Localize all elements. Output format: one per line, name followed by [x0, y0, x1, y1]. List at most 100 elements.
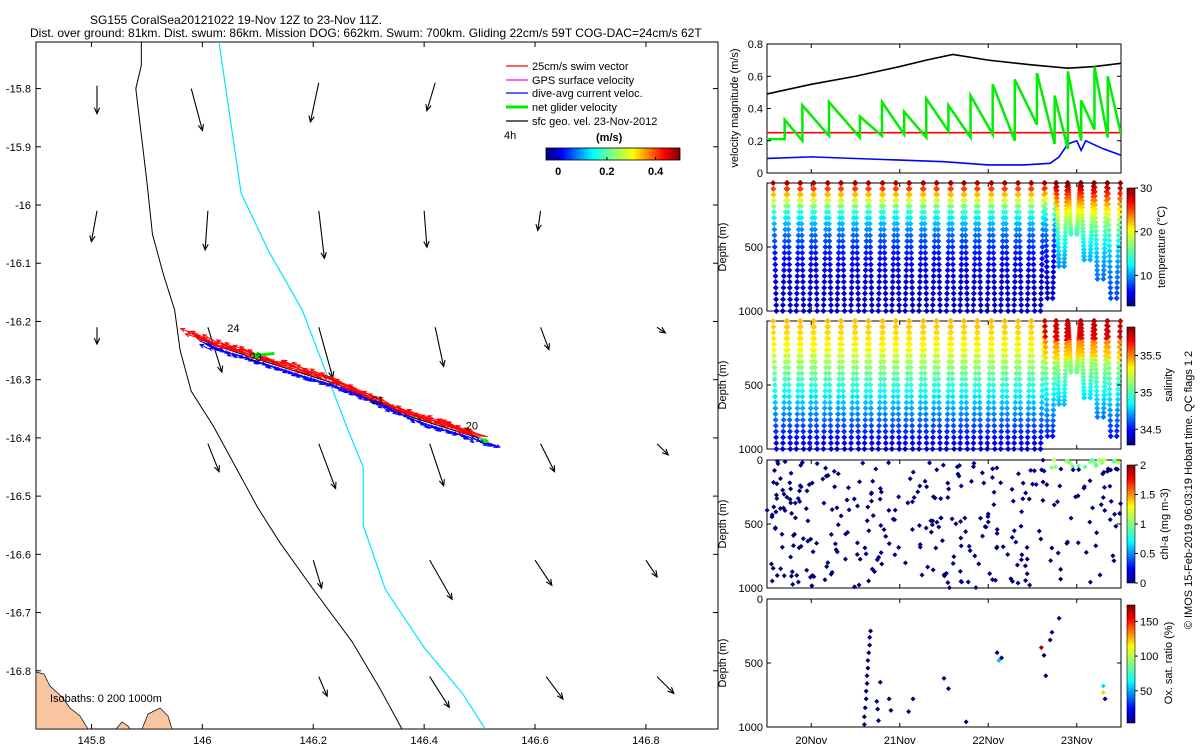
profile-point	[1101, 249, 1108, 256]
profile-point	[945, 255, 952, 262]
chl-point	[1018, 523, 1024, 529]
profile-point	[782, 226, 789, 233]
profile-point	[1088, 373, 1095, 380]
chl-point	[892, 552, 898, 558]
profile-point	[794, 399, 801, 406]
profile-point	[931, 226, 938, 233]
profile-point	[1050, 258, 1057, 265]
profile-point	[1002, 191, 1009, 198]
profile-point	[1013, 226, 1020, 233]
profile-point	[989, 329, 996, 336]
profile-point	[1038, 428, 1045, 435]
profile-point	[1055, 386, 1062, 393]
profile-point	[880, 191, 887, 198]
profile-point	[949, 382, 956, 388]
profile-point	[908, 249, 915, 256]
chl-point	[845, 485, 851, 491]
profile-point	[795, 226, 802, 233]
profile-point	[838, 191, 845, 198]
profile-point	[880, 335, 887, 342]
geostrophic-vector	[656, 326, 667, 334]
profile-point	[998, 405, 1005, 412]
chl-point	[886, 541, 892, 547]
profile-point	[997, 440, 1004, 447]
profile-point	[825, 352, 832, 359]
day-label-23: 23	[249, 352, 261, 364]
profile-point	[894, 382, 901, 388]
profile-point	[1087, 253, 1094, 260]
profile-point	[834, 422, 841, 429]
profile-point	[1015, 341, 1022, 348]
profile-point	[867, 393, 874, 400]
profile-point	[1028, 318, 1035, 324]
profile-point	[1053, 321, 1060, 328]
profile-point	[1055, 393, 1062, 400]
profile-point	[1055, 236, 1062, 243]
profile-point	[971, 273, 978, 280]
profile-point	[989, 358, 996, 365]
profile-point	[958, 411, 965, 418]
profile-point	[799, 261, 806, 268]
profile-point	[989, 214, 996, 221]
y-tick-label: 500	[745, 519, 763, 531]
profile-point	[862, 255, 869, 262]
profile-point	[1093, 383, 1100, 390]
oxygen-point	[863, 688, 869, 694]
profile-point	[1030, 273, 1037, 280]
profile-point	[1116, 195, 1123, 202]
profile-point	[908, 411, 915, 418]
profile-point	[827, 267, 834, 274]
profile-point	[1029, 352, 1036, 359]
profile-point	[1093, 379, 1100, 386]
profile-point	[841, 296, 848, 303]
chl-point	[910, 469, 916, 475]
profile-point	[1011, 446, 1018, 452]
profile-point	[1012, 393, 1019, 400]
profile-point	[839, 370, 846, 377]
profile-point	[944, 267, 951, 274]
chl-point	[911, 495, 917, 501]
profile-point	[1050, 407, 1057, 414]
profile-point	[840, 411, 847, 418]
profile-point	[922, 238, 929, 245]
profile-point	[1004, 405, 1011, 412]
chl-point	[788, 500, 794, 506]
profile-point	[771, 232, 778, 239]
profile-point	[920, 318, 927, 324]
profile-point	[880, 185, 887, 192]
profile-point	[828, 308, 835, 314]
profile-point	[854, 249, 861, 256]
profile-point	[1002, 352, 1009, 359]
profile-point	[974, 180, 981, 186]
profile-point	[786, 393, 793, 400]
profile-point	[808, 244, 815, 250]
profile-point	[1087, 380, 1094, 387]
profile-point	[991, 422, 998, 429]
profile-point	[861, 302, 868, 309]
profile-point	[772, 411, 779, 418]
profile-point	[784, 197, 791, 204]
profile-point	[795, 370, 802, 377]
profile-point	[1039, 232, 1046, 239]
profile-point	[1028, 323, 1035, 330]
profile-point	[1042, 190, 1049, 197]
profile-point	[971, 399, 978, 406]
chl-point	[1100, 471, 1106, 477]
profile-point	[908, 405, 915, 412]
profile-point	[881, 387, 888, 394]
profile-point	[962, 214, 969, 221]
profile-point	[991, 284, 998, 291]
profile-point	[951, 446, 958, 452]
profile-point	[1091, 180, 1098, 186]
profile-point	[907, 352, 914, 359]
chl-point	[787, 496, 793, 502]
profile-point	[807, 411, 814, 418]
profile-point	[1079, 363, 1086, 370]
profile-point	[1054, 210, 1061, 217]
profile-point	[950, 422, 957, 429]
profile-point	[813, 434, 820, 441]
profile-point	[882, 428, 889, 435]
profile-point	[931, 393, 938, 400]
profile-point	[906, 318, 913, 324]
